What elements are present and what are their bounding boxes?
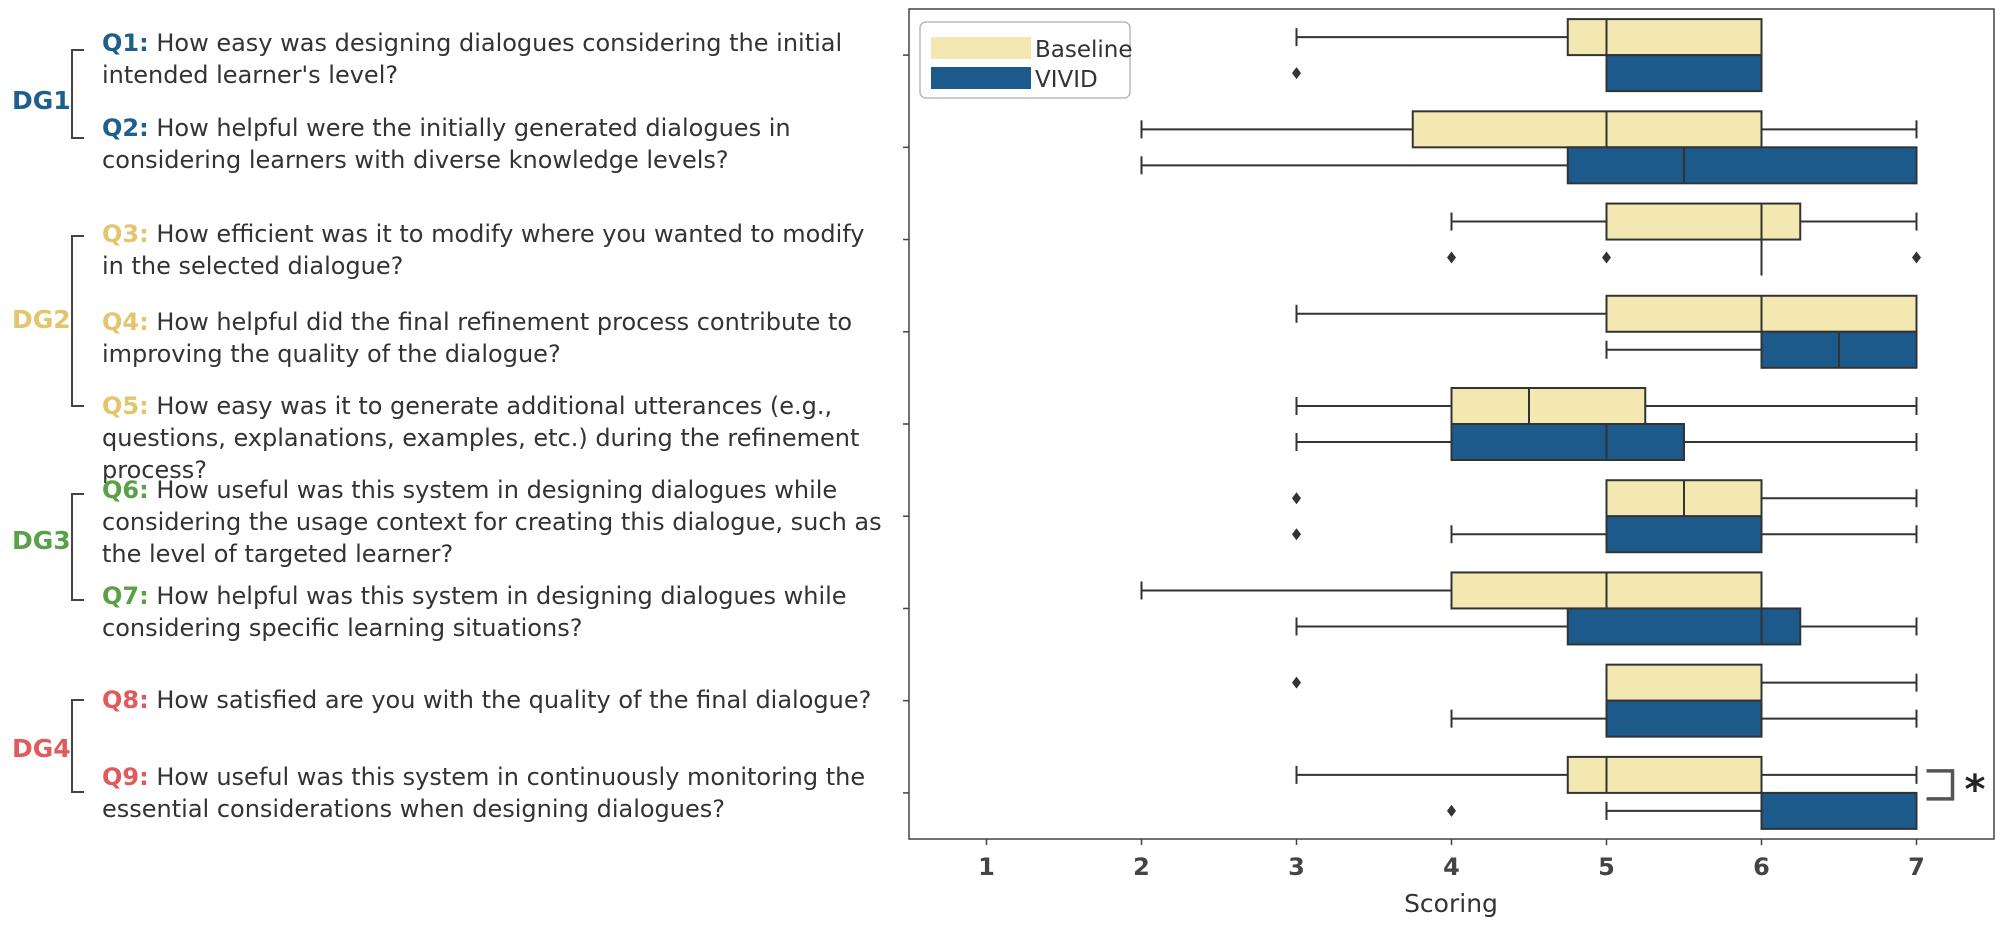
baseline-q1-box <box>1566 18 1763 57</box>
x-tick-label: 6 <box>1753 853 1770 881</box>
vivid-q8-box <box>1605 699 1763 738</box>
question-text: How helpful did the final refinement pro… <box>102 308 853 368</box>
question-id: Q2: <box>102 114 149 142</box>
vivid-q9-box <box>1760 791 1918 830</box>
vivid-q9-outlier <box>1447 804 1456 817</box>
vivid-q3-outlier <box>1912 251 1921 264</box>
vivid-q6-box <box>1605 515 1763 554</box>
question-text: How satisfied are you with the quality o… <box>156 686 872 714</box>
question-id: Q5: <box>102 392 149 420</box>
question-q7: Q7: How helpful was this system in desig… <box>102 580 892 644</box>
question-text: How helpful were the initially generated… <box>102 114 791 174</box>
x-tick-label: 3 <box>1288 853 1305 881</box>
vivid-q6-outlier <box>1292 528 1301 541</box>
significance-bracket <box>1926 769 1955 801</box>
x-tick-label: 4 <box>1443 853 1460 881</box>
question-text: How easy was it to generate additional u… <box>102 392 860 484</box>
question-id: Q1: <box>102 29 149 57</box>
dg2-bracket <box>71 235 84 407</box>
legend: Baseline VIVID <box>919 21 1133 99</box>
baseline-q5-box <box>1450 387 1647 425</box>
question-id: Q8: <box>102 686 149 714</box>
dg1-bracket <box>71 49 84 139</box>
x-tick-label: 5 <box>1598 853 1615 881</box>
legend-swatch-baseline <box>931 37 1031 59</box>
question-q5: Q5: How easy was it to generate addition… <box>102 390 892 486</box>
x-tick-label: 7 <box>1908 853 1925 881</box>
baseline-q8-box <box>1605 663 1763 702</box>
group-label-dg1: DG1 <box>12 86 71 115</box>
baseline-q2-box <box>1411 110 1763 149</box>
vivid-q7-box <box>1566 607 1802 646</box>
dg3-bracket <box>71 493 84 601</box>
question-id: Q4: <box>102 308 149 336</box>
question-text: How easy was designing dialogues conside… <box>102 29 843 89</box>
vivid-q3-outlier <box>1602 251 1611 264</box>
baseline-q9-box <box>1566 755 1763 794</box>
legend-swatch-vivid <box>931 67 1031 89</box>
legend-label-vivid: VIVID <box>1035 67 1098 93</box>
group-label-dg3: DG3 <box>12 526 71 555</box>
question-text: How efficient was it to modify where you… <box>102 220 865 280</box>
baseline-q8-outlier <box>1292 676 1301 689</box>
question-id: Q6: <box>102 476 149 504</box>
question-q3: Q3: How efficient was it to modify where… <box>102 218 892 282</box>
question-q1: Q1: How easy was designing dialogues con… <box>102 27 892 91</box>
vivid-q5-box <box>1450 423 1685 461</box>
question-q4: Q4: How helpful did the final refinement… <box>102 306 892 370</box>
question-text: How useful was this system in designing … <box>102 476 882 568</box>
significance-star: * <box>1965 767 1986 813</box>
baseline-q3-box <box>1605 202 1802 241</box>
group-label-dg4: DG4 <box>12 734 71 763</box>
question-q2: Q2: How helpful were the initially gener… <box>102 112 892 176</box>
question-id: Q3: <box>102 220 149 248</box>
legend-label-baseline: Baseline <box>1035 37 1133 63</box>
question-q8: Q8: How satisfied are you with the quali… <box>102 684 892 716</box>
question-id: Q7: <box>102 582 149 610</box>
baseline-q6-outlier <box>1292 492 1301 505</box>
question-q6: Q6: How useful was this system in design… <box>102 474 892 570</box>
vivid-q1-box <box>1605 54 1763 93</box>
vivid-q1-outlier <box>1292 67 1301 80</box>
x-axis-label: Scoring <box>1404 889 1498 918</box>
x-tick-label: 1 <box>978 853 995 881</box>
x-tick-label: 2 <box>1133 853 1150 881</box>
vivid-q3-outlier <box>1447 251 1456 264</box>
question-text: How useful was this system in continuous… <box>102 763 866 823</box>
vivid-q2-box <box>1566 146 1918 185</box>
group-label-dg2: DG2 <box>12 305 71 334</box>
question-text: How helpful was this system in designing… <box>102 582 847 642</box>
question-id: Q9: <box>102 763 149 791</box>
question-q9: Q9: How useful was this system in contin… <box>102 761 892 825</box>
dg4-bracket <box>71 699 84 793</box>
